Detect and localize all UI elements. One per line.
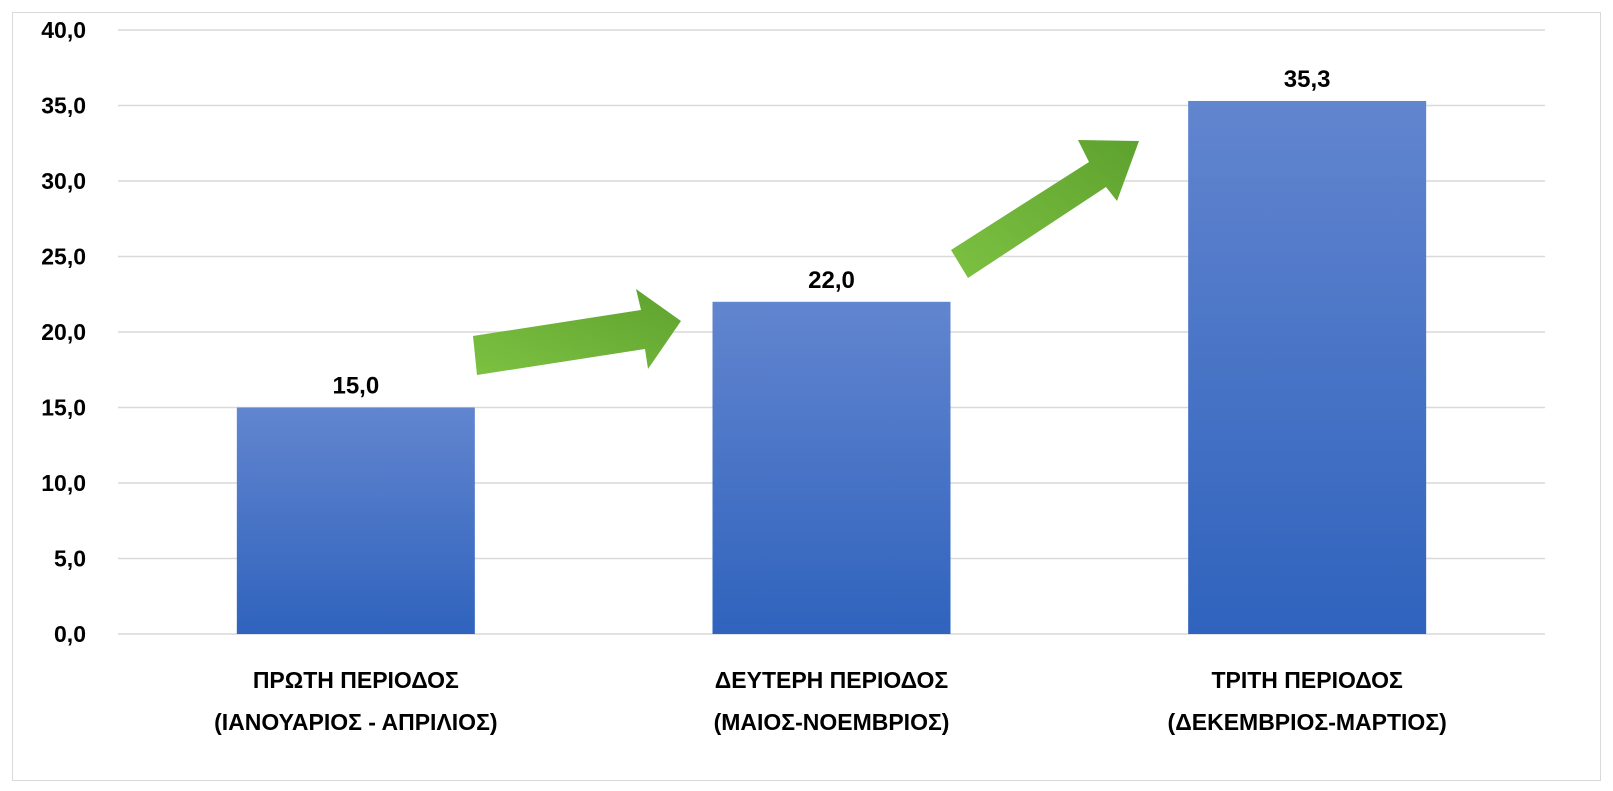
y-tick-label: 40,0 <box>41 17 86 43</box>
y-tick-label: 10,0 <box>41 470 86 496</box>
trend-arrow-icon <box>951 140 1139 278</box>
y-tick-label: 5,0 <box>54 546 86 572</box>
bars <box>236 100 1427 635</box>
chart-frame <box>12 12 1601 781</box>
data-label: 15,0 <box>332 373 379 400</box>
category-label: ΠΡΩΤΗ ΠΕΡΙΟΔΟΣ <box>253 667 459 693</box>
data-label: 22,0 <box>808 267 855 294</box>
bar <box>712 301 951 634</box>
y-tick-label: 15,0 <box>41 395 86 421</box>
y-tick-label: 30,0 <box>41 168 86 194</box>
y-tick-label: 20,0 <box>41 319 86 345</box>
trend-arrows <box>473 140 1139 375</box>
trend-arrow-icon <box>473 289 681 375</box>
x-axis-categories: ΠΡΩΤΗ ΠΕΡΙΟΔΟΣ (ΙΑΝΟΥΑΡΙΟΣ - ΑΠΡΙΛΙΟΣ) ΔΕΥ… <box>214 667 1447 735</box>
bar <box>1188 100 1427 635</box>
category-label: (ΔΕΚΕΜΒΡΙΟΣ-ΜΑΡΤΙΟΣ) <box>1168 709 1447 735</box>
y-tick-label: 35,0 <box>41 93 86 119</box>
category-label: (ΜΑΙΟΣ-ΝΟΕΜΒΡΙΟΣ) <box>714 709 950 735</box>
category-label: (ΙΑΝΟΥΑΡΙΟΣ - ΑΠΡΙΛΙΟΣ) <box>214 709 497 735</box>
data-label: 35,3 <box>1284 66 1331 93</box>
bar <box>236 407 475 634</box>
y-tick-label: 0,0 <box>54 621 86 647</box>
category-label: ΔΕΥΤΕΡΗ ΠΕΡΙΟΔΟΣ <box>715 667 949 693</box>
category-label: ΤΡΙΤΗ ΠΕΡΙΟΔΟΣ <box>1211 667 1403 693</box>
y-tick-label: 25,0 <box>41 244 86 270</box>
data-labels: 15,0 22,0 35,3 <box>332 66 1330 400</box>
y-axis-ticks: 0,0 5,0 10,0 15,0 20,0 25,0 30,0 35,0 40,0 <box>41 17 86 647</box>
